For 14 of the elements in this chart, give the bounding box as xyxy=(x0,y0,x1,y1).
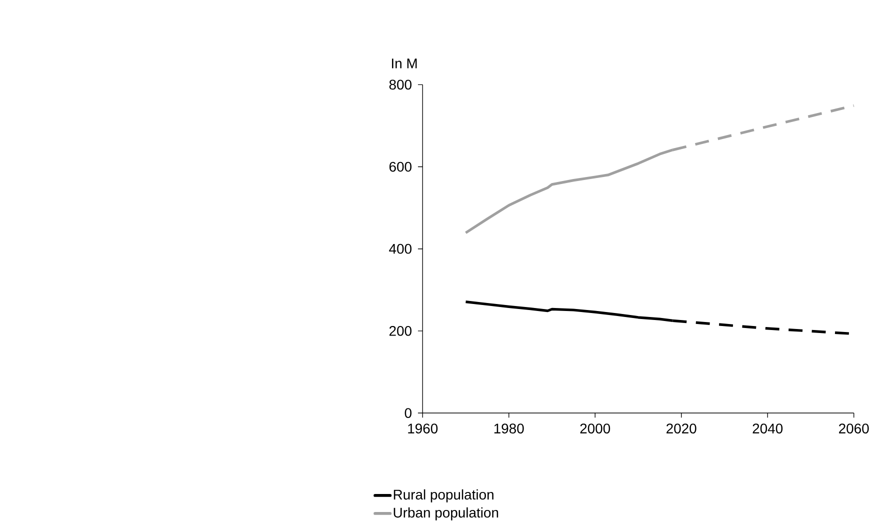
legend-label: Urban population xyxy=(394,507,498,520)
y-tick-label: 400 xyxy=(389,244,412,254)
x-tick-label: 2040 xyxy=(752,424,783,434)
y-axis-title: In M xyxy=(392,58,417,68)
y-tick-label: 800 xyxy=(389,80,412,90)
y-tick-label: 200 xyxy=(389,326,412,336)
x-tick-label: 2060 xyxy=(839,424,869,434)
legend-label: Rural population xyxy=(394,489,494,502)
x-tick-label: 1960 xyxy=(408,424,438,434)
x-tick-label: 1980 xyxy=(494,424,524,434)
x-tick-label: 2020 xyxy=(666,424,696,434)
y-tick-label: 0 xyxy=(404,408,412,418)
y-tick-label: 600 xyxy=(389,162,412,172)
x-tick-label: 2000 xyxy=(580,424,610,434)
